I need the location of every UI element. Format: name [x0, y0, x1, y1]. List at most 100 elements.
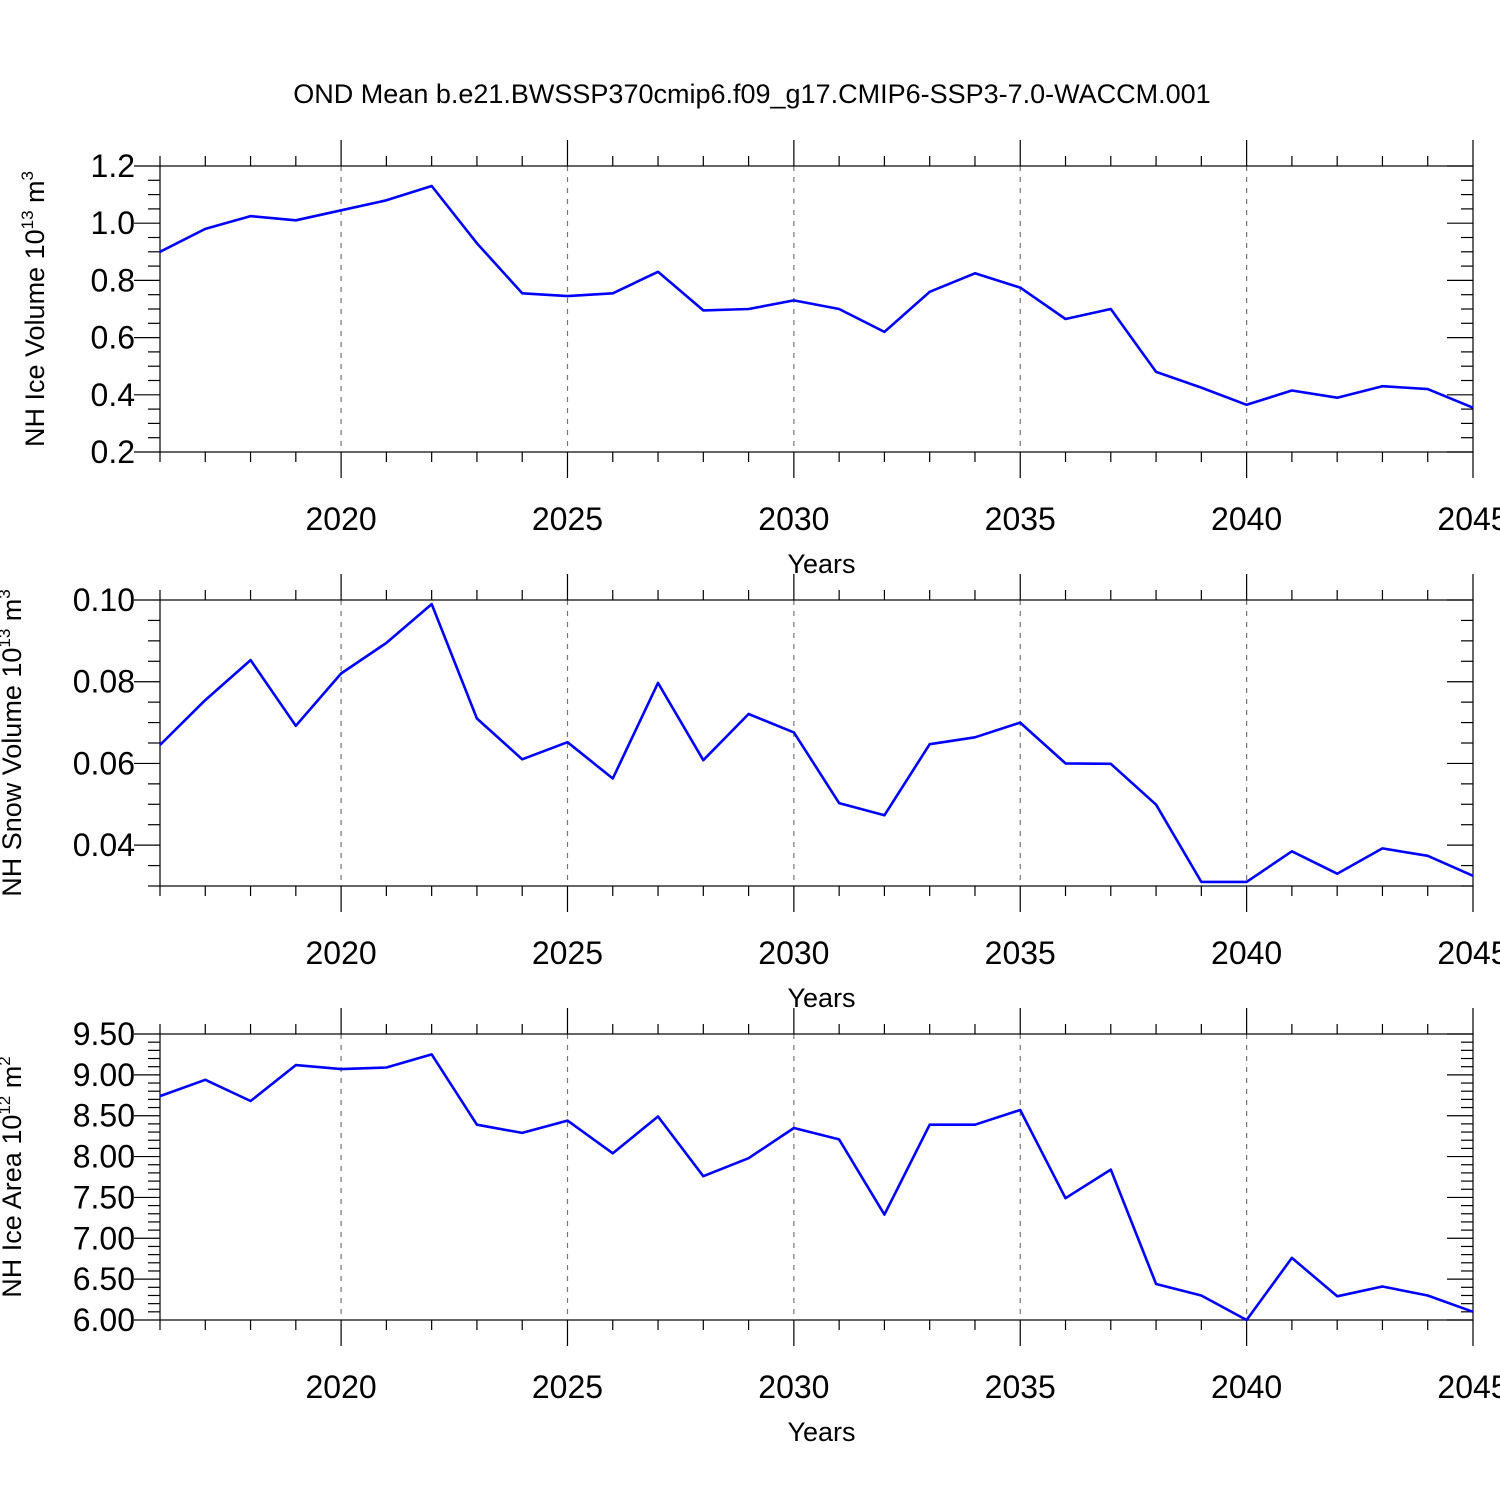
- data-point: [973, 1123, 977, 1127]
- y-tick-label: 6.50: [73, 1261, 135, 1297]
- data-point: [1426, 854, 1430, 858]
- data-point: [837, 1137, 841, 1141]
- panel-3: 2020 2025 2030 2035 2040 2045 6.00 6.50 7.00 7.50…: [0, 1008, 1500, 1447]
- x-tick-label: 2025: [532, 935, 603, 971]
- data-point: [1064, 761, 1068, 765]
- data-point: [520, 757, 524, 761]
- x-tick-label: 2035: [985, 1369, 1056, 1405]
- y-tick-label: 7.50: [73, 1179, 135, 1215]
- data-point: [792, 730, 796, 734]
- data-point: [1380, 384, 1384, 388]
- data-point: [294, 218, 298, 222]
- data-point: [837, 307, 841, 311]
- data-point: [1426, 1294, 1430, 1298]
- data-point: [566, 294, 570, 298]
- data-point: [1018, 721, 1022, 725]
- data-point: [928, 1123, 932, 1127]
- data-point: [339, 1067, 343, 1071]
- data-point: [520, 1131, 524, 1135]
- data-point: [339, 672, 343, 676]
- y-tick-label: 9.00: [73, 1057, 135, 1093]
- data-point: [1245, 403, 1249, 407]
- series-line: [159, 184, 1474, 409]
- data-point: [1199, 386, 1203, 390]
- x-tick-label: 2030: [758, 1369, 829, 1405]
- data-point: [928, 290, 932, 294]
- data-point: [928, 742, 932, 746]
- data-point: [973, 735, 977, 739]
- data-point: [701, 308, 705, 312]
- y-axis-label: NH Ice Volume 1013 m3: [18, 171, 50, 447]
- data-point: [611, 291, 615, 295]
- x-tick-label: 2040: [1211, 501, 1282, 537]
- x-tick-label: 2030: [758, 935, 829, 971]
- y-tick-label: 0.10: [73, 582, 135, 618]
- x-tick-label: 2040: [1211, 1369, 1282, 1405]
- x-tick-label: 2045: [1437, 501, 1500, 537]
- data-point: [384, 641, 388, 645]
- data-point: [701, 1174, 705, 1178]
- panel-1: 2020 2025 2030 2035 2040 2045 0.2 0.4 0.6 0.8 1.0 1…: [18, 140, 1500, 579]
- y-tick-label: 0.6: [91, 320, 135, 356]
- data-point: [882, 813, 886, 817]
- data-point: [475, 717, 479, 721]
- data-point: [294, 724, 298, 728]
- y-tick-label: 9.50: [73, 1016, 135, 1052]
- plot-frame: [159, 599, 1474, 887]
- data-point: [384, 198, 388, 202]
- data-point: [611, 1151, 615, 1155]
- data-point: [747, 1156, 751, 1160]
- data-point: [430, 184, 434, 188]
- y-axis-label: NH Snow Volume 1013 m3: [0, 589, 27, 897]
- data-point: [1154, 1282, 1158, 1286]
- data-point: [249, 658, 253, 662]
- data-point: [249, 214, 253, 218]
- series-line: [159, 602, 1474, 884]
- y-tick-label: 8.50: [73, 1098, 135, 1134]
- x-tick-label: 2020: [306, 501, 377, 537]
- data-point: [1335, 872, 1339, 876]
- data-point: [1335, 396, 1339, 400]
- x-tick-label: 2040: [1211, 935, 1282, 971]
- data-point: [792, 1126, 796, 1130]
- data-point: [566, 1119, 570, 1123]
- data-point: [203, 1078, 207, 1082]
- y-tick-label: 1.0: [91, 205, 135, 241]
- data-point: [1471, 406, 1475, 410]
- data-point: [656, 270, 660, 274]
- data-point: [1245, 880, 1249, 884]
- x-tick-label: 2045: [1437, 935, 1500, 971]
- data-point: [203, 698, 207, 702]
- data-point: [339, 208, 343, 212]
- x-axis-label: Years: [787, 1417, 855, 1447]
- y-tick-label: 8.00: [73, 1139, 135, 1175]
- y-tick-label: 0.04: [73, 827, 135, 863]
- x-axis-label: Years: [787, 549, 855, 579]
- x-tick-label: 2020: [306, 935, 377, 971]
- data-point: [1335, 1294, 1339, 1298]
- data-point: [1064, 317, 1068, 321]
- data-point: [747, 307, 751, 311]
- x-tick-label: 2025: [532, 501, 603, 537]
- y-tick-label: 6.00: [73, 1302, 135, 1338]
- data-point: [656, 681, 660, 685]
- data-point: [203, 227, 207, 231]
- data-point: [1064, 1196, 1068, 1200]
- series-line: [159, 1053, 1474, 1322]
- data-point: [520, 291, 524, 295]
- data-point: [882, 330, 886, 334]
- data-point: [1290, 1256, 1294, 1260]
- data-point: [701, 758, 705, 762]
- data-point: [294, 1063, 298, 1067]
- data-point: [1290, 849, 1294, 853]
- y-tick-label: 0.06: [73, 745, 135, 781]
- x-tick-label: 2025: [532, 1369, 603, 1405]
- data-point: [973, 271, 977, 275]
- data-point: [158, 743, 162, 747]
- data-point: [1471, 1310, 1475, 1314]
- data-point: [882, 1213, 886, 1217]
- data-point: [1380, 846, 1384, 850]
- y-tick-label: 0.8: [91, 262, 135, 298]
